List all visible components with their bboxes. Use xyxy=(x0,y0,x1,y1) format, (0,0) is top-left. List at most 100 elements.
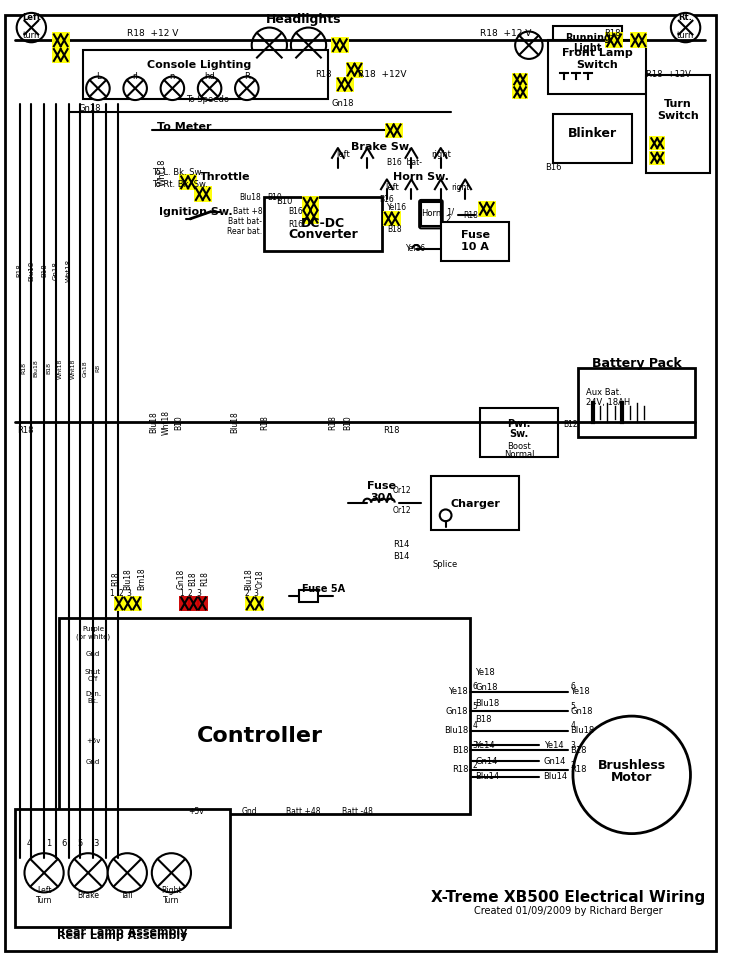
Text: Gn14: Gn14 xyxy=(544,756,566,766)
Text: R16: R16 xyxy=(289,220,303,229)
Text: R18  +12V: R18 +12V xyxy=(646,71,691,79)
Text: Blu18: Blu18 xyxy=(29,261,35,280)
Circle shape xyxy=(17,13,46,43)
Text: turn: turn xyxy=(677,31,694,40)
Text: right: right xyxy=(451,183,470,191)
Text: 4: 4 xyxy=(473,722,478,730)
Circle shape xyxy=(252,28,287,63)
Bar xyxy=(131,596,142,611)
Text: Gn14: Gn14 xyxy=(475,756,498,766)
Text: B16: B16 xyxy=(289,208,303,216)
Text: Switch: Switch xyxy=(657,111,698,121)
Text: Right
Turn: Right Turn xyxy=(161,886,182,905)
Circle shape xyxy=(160,76,184,100)
Text: Charger: Charger xyxy=(450,498,500,508)
Bar xyxy=(302,209,319,224)
Bar xyxy=(59,618,470,814)
Text: Boost: Boost xyxy=(507,442,531,451)
Bar xyxy=(649,136,665,150)
Text: Blu18: Blu18 xyxy=(33,359,38,378)
Text: 30A: 30A xyxy=(370,493,394,502)
Text: Headlights: Headlights xyxy=(266,14,342,26)
Text: Ye18: Ye18 xyxy=(448,687,468,696)
Text: R14: R14 xyxy=(393,540,410,550)
Text: 2: 2 xyxy=(445,215,451,224)
Bar xyxy=(649,151,665,164)
Text: R18: R18 xyxy=(315,71,331,79)
Text: R18: R18 xyxy=(328,414,338,430)
Text: Blu18: Blu18 xyxy=(230,412,239,433)
Text: n: n xyxy=(170,72,175,81)
Bar xyxy=(383,211,400,226)
Text: 6: 6 xyxy=(61,838,66,848)
Text: Wht18: Wht18 xyxy=(162,410,171,435)
Text: B18: B18 xyxy=(475,715,492,724)
Text: Pwr.: Pwr. xyxy=(507,419,531,429)
Text: Blu18: Blu18 xyxy=(444,726,468,735)
Text: +5v: +5v xyxy=(188,807,204,815)
Text: Yel16: Yel16 xyxy=(406,244,426,253)
Text: Or12: Or12 xyxy=(392,506,411,515)
Text: Blu14: Blu14 xyxy=(475,773,499,781)
Text: R18  +12 V: R18 +12 V xyxy=(480,29,531,38)
Text: 2: 2 xyxy=(244,589,250,598)
Text: Blinker: Blinker xyxy=(568,127,617,140)
Text: Blu18: Blu18 xyxy=(244,568,253,590)
Text: R18: R18 xyxy=(21,362,26,375)
Text: Gn18: Gn18 xyxy=(177,569,185,589)
Text: Wht18: Wht18 xyxy=(66,259,71,282)
Text: Tail: Tail xyxy=(121,891,134,899)
Text: 2: 2 xyxy=(118,589,123,598)
Text: B18: B18 xyxy=(111,572,120,586)
Text: Ye18: Ye18 xyxy=(570,687,590,696)
Text: R18: R18 xyxy=(570,765,587,775)
Text: Gnd: Gnd xyxy=(242,807,258,815)
Text: Gn18: Gn18 xyxy=(475,683,498,693)
Text: Ye14: Ye14 xyxy=(475,741,495,750)
Bar xyxy=(254,596,264,611)
Text: R18: R18 xyxy=(17,426,33,435)
Text: 1/: 1/ xyxy=(445,208,454,216)
Text: Brn18: Brn18 xyxy=(138,568,146,590)
Circle shape xyxy=(573,716,690,834)
Text: Horn: Horn xyxy=(421,210,441,218)
Text: 2: 2 xyxy=(570,760,576,770)
Text: 2: 2 xyxy=(473,760,478,770)
Text: Brake: Brake xyxy=(77,891,99,899)
Text: Wht18: Wht18 xyxy=(71,358,76,379)
Bar xyxy=(630,33,648,48)
Text: Created 01/09/2009 by Richard Berger: Created 01/09/2009 by Richard Berger xyxy=(474,906,662,916)
Text: B14: B14 xyxy=(393,552,410,561)
Text: 10 A: 10 A xyxy=(461,242,489,252)
Text: Left
Turn: Left Turn xyxy=(36,886,52,905)
Bar xyxy=(83,50,328,99)
Text: rl: rl xyxy=(132,72,138,81)
Bar xyxy=(122,596,133,611)
Text: 3: 3 xyxy=(473,741,478,750)
Circle shape xyxy=(107,853,147,893)
Text: Batt bat-: Batt bat- xyxy=(228,217,263,226)
Circle shape xyxy=(68,853,107,893)
Bar xyxy=(553,26,622,60)
Bar xyxy=(512,72,528,86)
Bar xyxy=(478,201,495,216)
Text: Console Lighting: Console Lighting xyxy=(147,60,251,70)
Text: R8: R8 xyxy=(95,364,100,373)
Bar xyxy=(245,596,255,611)
Text: 1: 1 xyxy=(46,838,52,848)
Text: B18: B18 xyxy=(46,362,51,375)
Text: R18: R18 xyxy=(200,572,209,586)
Text: 3: 3 xyxy=(127,589,132,598)
Bar xyxy=(302,196,319,212)
FancyBboxPatch shape xyxy=(420,200,442,228)
Circle shape xyxy=(124,76,147,100)
Text: Motor: Motor xyxy=(611,771,652,784)
Text: Gn18: Gn18 xyxy=(78,104,101,113)
Bar xyxy=(548,41,646,94)
Circle shape xyxy=(198,76,222,100)
Text: 3: 3 xyxy=(197,589,201,598)
Text: B12: B12 xyxy=(563,420,578,429)
Text: Splice: Splice xyxy=(433,559,459,569)
Text: right: right xyxy=(431,151,450,159)
Text: Normal: Normal xyxy=(504,450,534,459)
